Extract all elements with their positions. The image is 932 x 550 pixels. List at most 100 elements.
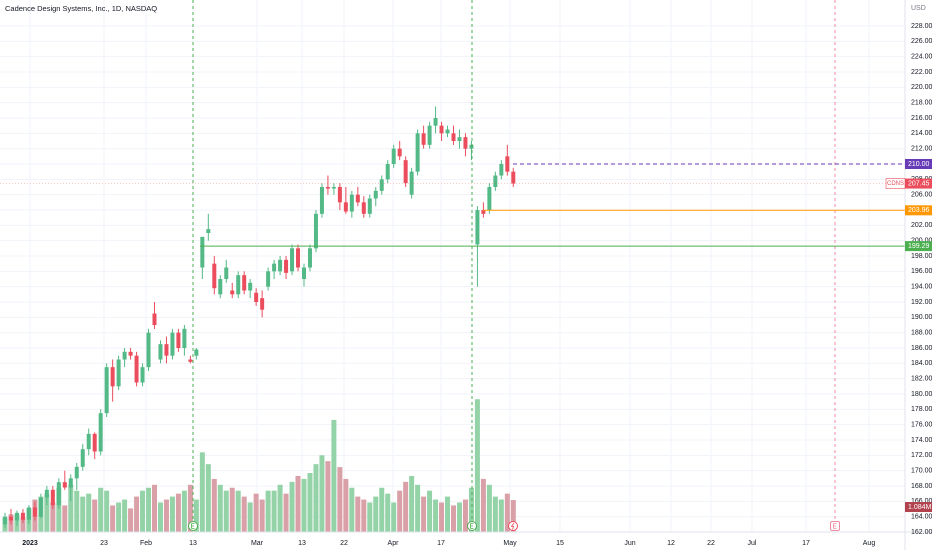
candle-body — [421, 133, 426, 145]
y-tick-label: 170.00 — [911, 468, 932, 475]
earnings-icon[interactable] — [467, 521, 477, 531]
candle-body — [511, 171, 516, 184]
candle-body — [20, 512, 25, 520]
candle-body — [122, 351, 127, 360]
candle-body — [451, 133, 456, 141]
y-tick-label: 172.00 — [911, 452, 932, 459]
volume-bar — [474, 399, 480, 532]
candle-body — [457, 137, 462, 141]
candle-body — [499, 164, 504, 176]
y-tick-label: 178.00 — [911, 406, 932, 413]
volume-bar — [92, 499, 98, 532]
y-tick-label: 202.00 — [911, 222, 932, 229]
y-tick-label: 182.00 — [911, 376, 932, 383]
volume-bar — [468, 487, 474, 532]
candle-body — [80, 449, 85, 467]
candle-body — [170, 332, 175, 356]
x-tick-label: 17 — [437, 540, 445, 547]
candle-body — [38, 497, 43, 517]
candle-body — [343, 202, 348, 212]
candle-body — [128, 351, 133, 356]
earnings-icon[interactable] — [188, 521, 198, 531]
dividend-icon[interactable] — [508, 521, 518, 531]
volume-bar — [415, 484, 421, 532]
candle-body — [56, 482, 61, 506]
y-tick-label: 224.00 — [911, 54, 932, 61]
volume-bar — [307, 473, 313, 532]
price-tag — [905, 159, 932, 169]
y-tick-label: 192.00 — [911, 299, 932, 306]
x-tick-label: 22 — [707, 540, 715, 547]
candle-body — [469, 144, 474, 149]
volume-bar — [259, 499, 265, 532]
candle-body — [409, 171, 414, 195]
volume-bar — [62, 505, 68, 532]
volume-bar — [456, 502, 462, 532]
volume-bar — [313, 464, 319, 532]
candle-body — [463, 137, 468, 149]
volume-bar — [128, 508, 134, 532]
y-tick-label: 222.00 — [911, 69, 932, 76]
y-tick-label: 168.00 — [911, 483, 932, 490]
candle-body — [302, 267, 306, 279]
volume-bar — [241, 496, 247, 532]
candle-body — [74, 466, 79, 479]
volume-bar — [265, 490, 271, 532]
y-tick-label: 206.00 — [911, 192, 932, 199]
candles — [3, 106, 516, 529]
symbol-tag — [885, 178, 906, 189]
candle-body — [415, 133, 420, 172]
volume-bar — [217, 484, 223, 532]
volume-bar — [175, 493, 181, 532]
volume-bar — [331, 419, 337, 532]
candle-body — [296, 248, 301, 268]
candle-body — [164, 344, 169, 356]
candle-body — [152, 313, 157, 325]
y-tick-label: 196.00 — [911, 268, 932, 275]
volume-bar — [211, 478, 217, 532]
volume-tag-label: 1.084M — [908, 504, 932, 511]
candle-body — [433, 118, 438, 126]
price-tag-label: 203.96 — [908, 207, 930, 214]
y-tick-label: 220.00 — [911, 84, 932, 91]
candle-body — [86, 433, 91, 450]
candle-body — [313, 213, 318, 249]
volume-bar — [277, 484, 283, 532]
x-tick-label: Feb — [140, 540, 152, 547]
y-tick-label: 226.00 — [911, 38, 932, 45]
y-tick-label: 198.00 — [911, 253, 932, 260]
candle-body — [68, 478, 73, 488]
candle-body — [505, 156, 510, 172]
y-tick-label: 200.00 — [911, 238, 932, 245]
candle-body — [194, 349, 199, 356]
volume-bar — [74, 490, 80, 532]
y-tick-label: 184.00 — [911, 360, 932, 367]
volume-bar — [349, 487, 355, 532]
y-tick-label: 188.00 — [911, 330, 932, 337]
volume-bar — [223, 490, 229, 532]
overlays — [0, 0, 905, 532]
candle-body — [337, 187, 342, 203]
symbol-tag-label: CDNS — [887, 181, 904, 187]
volume-bar — [247, 502, 253, 532]
volume-bar — [235, 490, 241, 532]
price-tag-label: 210.00 — [908, 161, 930, 168]
axes: 162.00 164.00 166.00 168.00 170.00 172.00 174.… — [22, 23, 932, 547]
x-tick-label: Jul — [748, 540, 757, 547]
candle-body — [379, 179, 384, 191]
y-tick-label: 180.00 — [911, 391, 932, 398]
volume-bar — [337, 467, 343, 532]
candle-body — [44, 489, 49, 498]
volume-bar — [229, 487, 235, 532]
x-tick-label: Mar — [251, 540, 264, 547]
volume-bar — [44, 493, 50, 532]
price-tag-label: 207.45 — [908, 180, 930, 187]
earnings-icon[interactable] — [830, 521, 840, 531]
candle-body — [397, 148, 402, 157]
volume-bar — [319, 455, 325, 532]
volume-bar — [498, 499, 504, 532]
y-tick-label: 212.00 — [911, 146, 932, 153]
volume-bar — [283, 493, 289, 532]
candle-body — [385, 164, 390, 180]
volume-bar — [445, 496, 451, 532]
